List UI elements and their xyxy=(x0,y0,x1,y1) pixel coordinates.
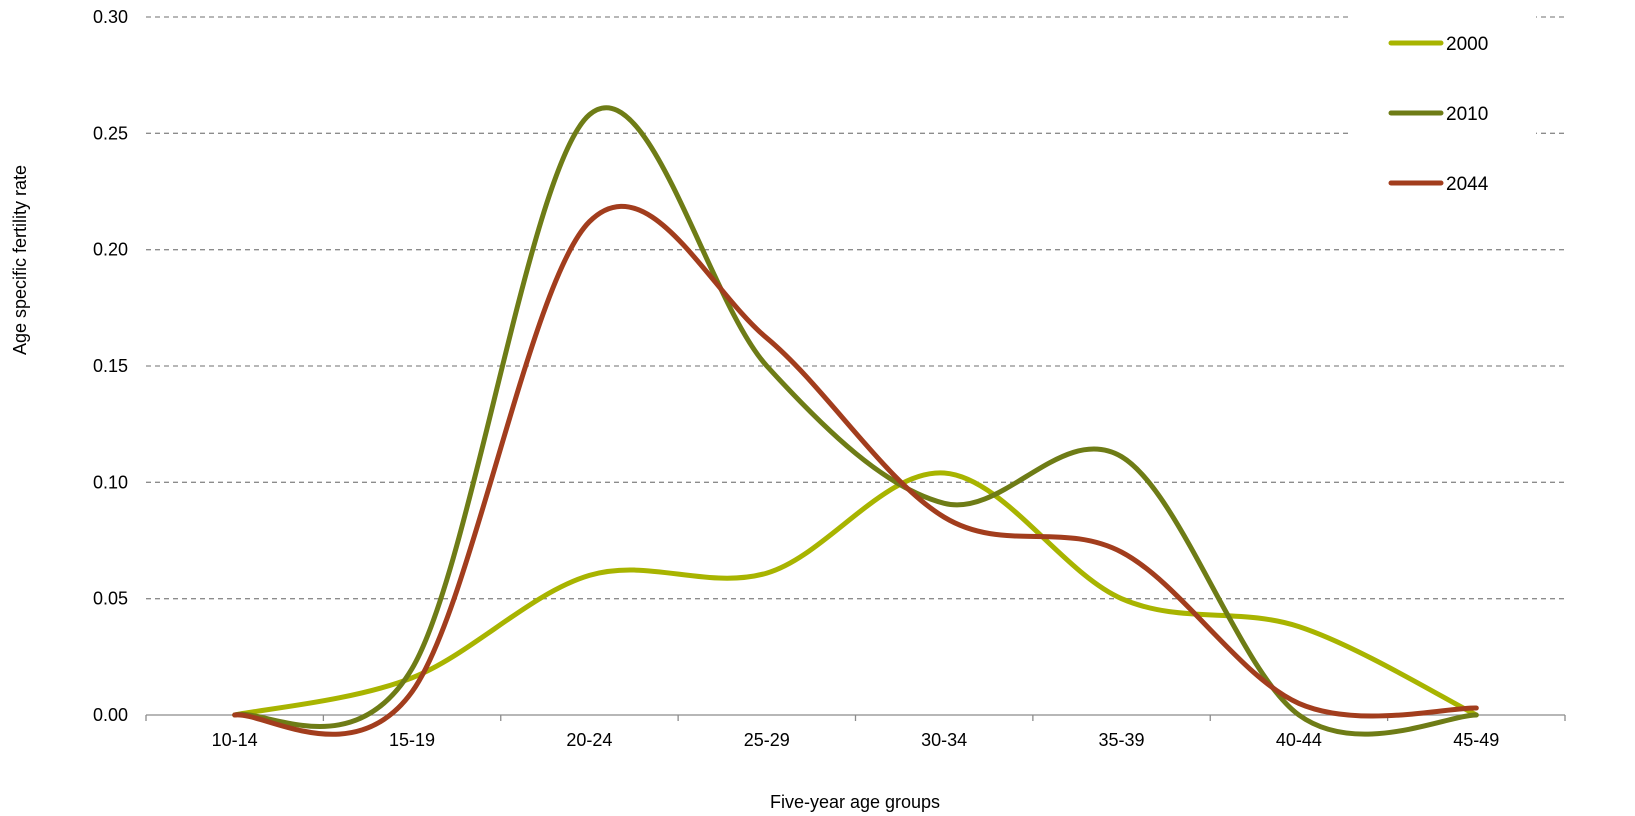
legend-label-2010: 2010 xyxy=(1446,104,1488,125)
x-tick-label: 10-14 xyxy=(212,730,258,750)
series-line-2000 xyxy=(232,470,1479,718)
legend-label-2044: 2044 xyxy=(1446,174,1489,195)
y-tick-label: 0.00 xyxy=(93,705,128,725)
grid-lines xyxy=(146,16,1565,600)
x-tick-label: 30-34 xyxy=(921,730,967,750)
y-tick-label: 0.15 xyxy=(93,356,128,376)
y-tick-label: 0.25 xyxy=(93,123,128,143)
x-tick-label: 40-44 xyxy=(1276,730,1322,750)
y-tick-label: 0.05 xyxy=(93,589,128,609)
y-axis: 0.00 0.05 0.10 0.15 0.20 0.25 0.30 xyxy=(93,7,128,725)
series-line-2044 xyxy=(232,203,1479,737)
legend-background xyxy=(1348,6,1536,206)
legend-label-2000: 2000 xyxy=(1446,34,1488,55)
x-axis: 10-14 15-19 20-24 25-29 30-34 35-39 40-44 45-49 xyxy=(145,714,1566,750)
legend: 2000 2010 2044 xyxy=(1348,6,1536,206)
y-tick-label: 0.30 xyxy=(93,7,128,27)
series-line-2010 xyxy=(232,105,1479,737)
x-axis-title: Five-year age groups xyxy=(770,792,940,812)
x-tick-label: 25-29 xyxy=(744,730,790,750)
y-axis-title: Age specific fertility rate xyxy=(10,165,30,355)
series-lines xyxy=(232,105,1479,737)
y-tick-label: 0.20 xyxy=(93,240,128,260)
x-tick-label: 20-24 xyxy=(566,730,612,750)
x-tick-label: 45-49 xyxy=(1453,730,1499,750)
x-tick-label: 35-39 xyxy=(1099,730,1145,750)
y-tick-label: 0.10 xyxy=(93,472,128,492)
x-tick-label: 15-19 xyxy=(389,730,435,750)
